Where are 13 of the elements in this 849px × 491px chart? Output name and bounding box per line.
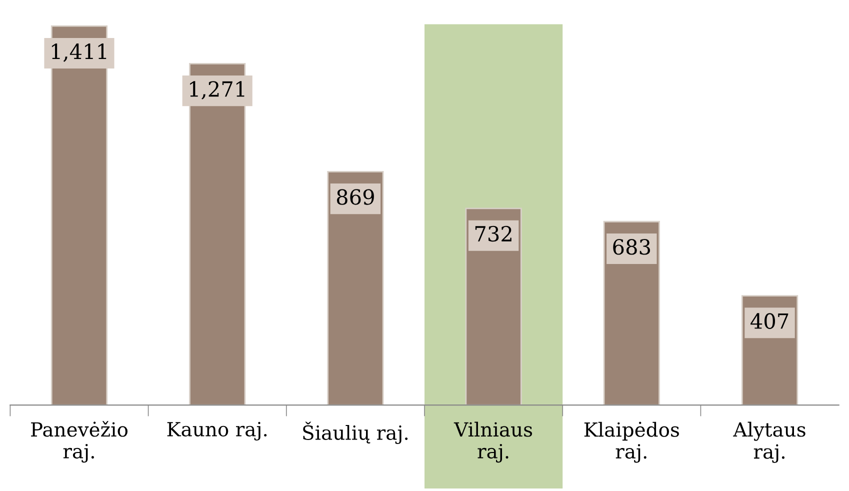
x-tick-label: Klaipėdos raj. — [584, 422, 679, 463]
x-tick-label: Alytaus raj. — [733, 422, 806, 463]
data-label: 407 — [750, 313, 788, 329]
data-label: 869 — [336, 189, 374, 205]
x-tick-label: Kauno raj. — [167, 422, 267, 441]
data-label: 732 — [475, 226, 512, 242]
data-label: 683 — [613, 239, 650, 255]
data-label: 1,411 — [52, 44, 106, 62]
x-tick-label: Šiaulių raj. — [303, 422, 408, 444]
x-tick-label: Panevėžio raj. — [31, 420, 128, 463]
data-label: 1,271 — [190, 81, 244, 100]
bar — [327, 170, 384, 406]
x-tick-label: Vilniaus raj. — [454, 422, 532, 463]
